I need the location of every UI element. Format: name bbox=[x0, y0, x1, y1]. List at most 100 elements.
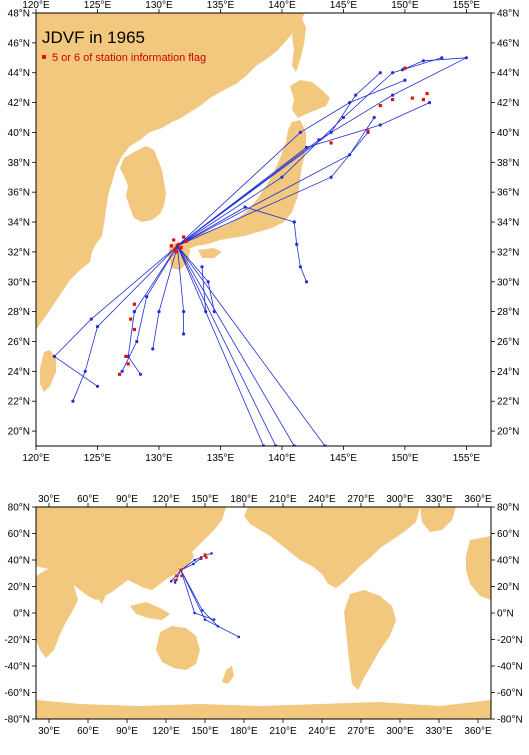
lat-tick-label: 26°N bbox=[497, 337, 519, 348]
track-station-point bbox=[391, 71, 395, 75]
lon-tick-label: 180°E bbox=[230, 726, 258, 737]
lon-tick-label: 300°E bbox=[386, 726, 414, 737]
flag-station-marker bbox=[378, 104, 382, 108]
track-line bbox=[177, 57, 467, 247]
lon-tick-label: 135°E bbox=[207, 0, 235, 11]
land-japan bbox=[178, 548, 194, 570]
lon-tick-label: 360°E bbox=[464, 726, 492, 737]
flag-station-marker bbox=[391, 98, 395, 102]
land-greenland bbox=[420, 507, 456, 532]
lon-tick-label: 125°E bbox=[84, 453, 112, 464]
lon-tick-label: 120°E bbox=[152, 726, 180, 737]
track-station-point bbox=[193, 558, 196, 562]
track-line bbox=[177, 79, 406, 247]
land-se-asia bbox=[130, 602, 170, 620]
lon-tick-label: 130°E bbox=[145, 0, 173, 11]
track-station-point bbox=[182, 310, 186, 314]
lon-tick-label: 140°E bbox=[268, 453, 296, 464]
track-station-point bbox=[212, 618, 216, 621]
lat-tick-label: 38°N bbox=[497, 158, 519, 169]
flag-station-marker bbox=[173, 579, 177, 582]
track-station-point bbox=[204, 310, 208, 314]
track-station-point bbox=[304, 280, 309, 284]
lon-tick-label: 120°E bbox=[22, 453, 50, 464]
lon-tick-label: 240°E bbox=[308, 726, 336, 737]
lat-tick-label: -40°N bbox=[497, 662, 523, 673]
lat-tick-label: 48°N bbox=[497, 9, 519, 20]
lat-tick-label: 40°N bbox=[8, 556, 30, 567]
track-line bbox=[177, 245, 295, 446]
lat-tick-label: 48°N bbox=[8, 9, 30, 20]
land-north-america bbox=[244, 507, 420, 588]
lon-tick-label: 60°E bbox=[77, 726, 99, 737]
lat-tick-label: 26°N bbox=[8, 337, 30, 348]
lat-tick-label: 28°N bbox=[8, 307, 30, 318]
lat-tick-label: 40°N bbox=[497, 556, 519, 567]
lat-tick-label: 34°N bbox=[8, 218, 30, 229]
lon-tick-label: 240°E bbox=[308, 494, 336, 505]
land-shikoku bbox=[198, 248, 222, 258]
lat-tick-label: 0°N bbox=[13, 609, 30, 620]
track-station-point bbox=[200, 265, 204, 269]
track-station-point bbox=[89, 317, 93, 321]
flag-station-marker bbox=[132, 302, 136, 306]
flag-station-marker bbox=[179, 568, 183, 572]
land-new-zealand bbox=[222, 666, 234, 684]
track-station-point bbox=[52, 354, 57, 358]
flag-station-marker bbox=[199, 557, 203, 560]
lat-tick-label: -40°N bbox=[4, 662, 30, 673]
lat-tick-label: 30°N bbox=[8, 277, 30, 288]
land-hokkaido bbox=[290, 80, 330, 118]
track-station-point bbox=[145, 295, 149, 299]
lat-tick-label: 60°N bbox=[497, 529, 519, 540]
track-station-point bbox=[403, 78, 407, 82]
lon-tick-label: 180°E bbox=[230, 494, 258, 505]
global-ticks: 30°E 30°E 60°E 60°E 90°E 90°E 120°E 120°E 150°E 1… bbox=[4, 494, 522, 737]
track-station-point bbox=[280, 175, 284, 179]
track-line bbox=[177, 245, 264, 446]
lon-tick-label: 150°E bbox=[391, 0, 419, 11]
flag-station-marker bbox=[169, 244, 173, 248]
track-station-point bbox=[135, 339, 139, 344]
track-station-point bbox=[292, 220, 296, 224]
flag-station-marker bbox=[175, 574, 178, 578]
track-station-point bbox=[182, 332, 186, 336]
track-station-point bbox=[203, 618, 207, 621]
track-station-point bbox=[378, 71, 382, 75]
flag-station-marker bbox=[173, 247, 177, 251]
lon-tick-label: 140°E bbox=[268, 0, 296, 11]
flag-station-marker bbox=[179, 245, 183, 249]
lat-tick-label: 34°N bbox=[497, 218, 519, 229]
lat-tick-label: 20°N bbox=[497, 582, 519, 593]
land-korea bbox=[120, 146, 166, 222]
lat-tick-label: 46°N bbox=[497, 38, 519, 49]
lat-tick-label: 20°N bbox=[8, 582, 30, 593]
flag-station-marker bbox=[124, 354, 128, 358]
track-station-point bbox=[341, 115, 345, 120]
lat-tick-label: 24°N bbox=[497, 367, 519, 378]
lat-tick-label: 28°N bbox=[497, 307, 519, 318]
track-station-point bbox=[329, 175, 333, 179]
lon-tick-label: 120°E bbox=[152, 494, 180, 505]
lat-tick-label: 80°N bbox=[497, 503, 519, 514]
lon-tick-label: 30°E bbox=[38, 494, 60, 505]
lon-tick-label: 150°E bbox=[191, 726, 219, 737]
lat-tick-label: 36°N bbox=[497, 188, 519, 199]
lon-tick-label: 270°E bbox=[347, 494, 375, 505]
legend-marker bbox=[42, 55, 46, 59]
flag-station-marker bbox=[410, 96, 414, 100]
regional-flags bbox=[118, 66, 429, 376]
lat-tick-label: 46°N bbox=[8, 38, 30, 49]
track-station-point bbox=[216, 625, 220, 628]
lon-tick-label: 300°E bbox=[386, 494, 414, 505]
lon-tick-label: 270°E bbox=[347, 726, 375, 737]
lat-tick-label: 22°N bbox=[8, 397, 30, 408]
lat-tick-label: 44°N bbox=[8, 68, 30, 79]
land-asia-mainland bbox=[36, 13, 305, 330]
lat-tick-label: -20°N bbox=[4, 635, 30, 646]
track-station-point bbox=[151, 347, 155, 351]
lat-tick-label: 36°N bbox=[8, 188, 30, 199]
lat-tick-label: 0°N bbox=[497, 609, 514, 620]
track-station-point bbox=[120, 369, 124, 373]
lon-tick-label: 130°E bbox=[145, 453, 173, 464]
